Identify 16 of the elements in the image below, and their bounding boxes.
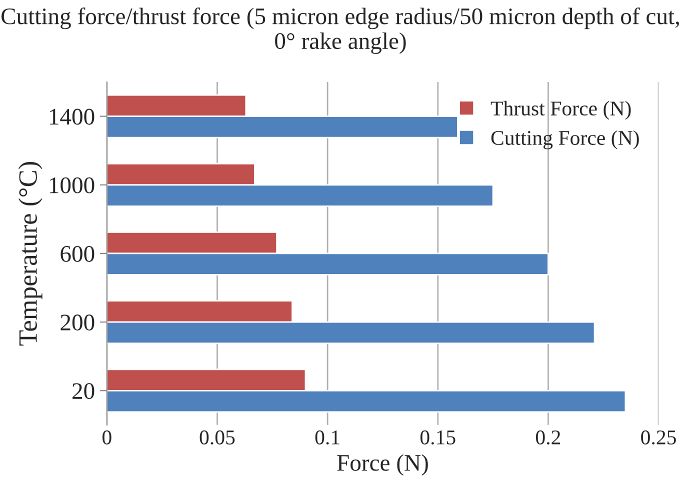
- legend-label: Cutting Force (N): [491, 130, 639, 150]
- y-tick-label: 20: [72, 383, 94, 400]
- x-tick-label: 0.1: [315, 430, 340, 445]
- x-tick-label: 0.2: [536, 430, 560, 445]
- chart-title: Cutting force/thrust force (5 micron edge radius/50 micron depth of cut, 0° rake angle): [2, 7, 679, 54]
- x-tick-label: 0.15: [420, 430, 456, 445]
- x-tick-label: 0.05: [200, 430, 235, 445]
- y-tick-label: 1000: [50, 177, 94, 194]
- legend-label: Thrust Force (N): [490, 100, 631, 120]
- x-axis-title: Force (N): [337, 454, 428, 476]
- y-tick-label: 200: [60, 314, 94, 330]
- y-tick-label: 1400: [50, 108, 94, 125]
- x-tick-label: 0.25: [641, 430, 676, 445]
- y-axis-title: Temperature (°C): [18, 162, 42, 346]
- x-tick-label: 0: [102, 430, 112, 444]
- y-tick-label: 600: [60, 246, 94, 262]
